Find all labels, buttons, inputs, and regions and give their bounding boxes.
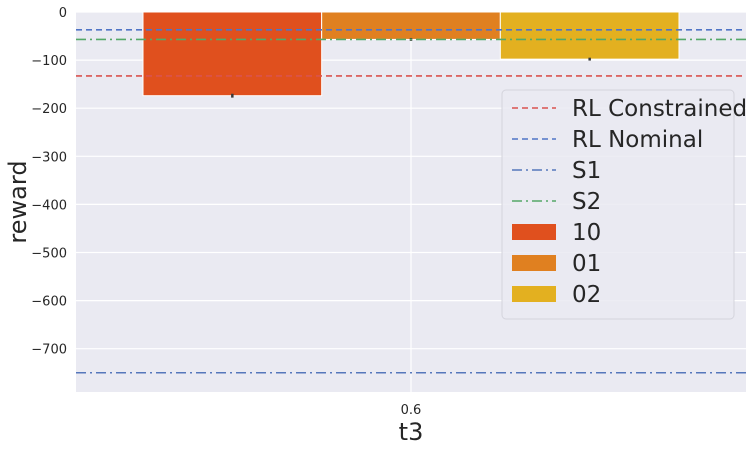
y-tick-label: −600 (31, 295, 67, 310)
legend-box (501, 89, 735, 320)
legend-label: RL Nominal (572, 127, 703, 153)
y-tick-label: −300 (31, 150, 67, 165)
y-axis-label: reward (4, 160, 32, 243)
legend-label: RL Constrained (572, 96, 747, 122)
legend-bar-swatch (512, 286, 556, 302)
y-tick-label: −100 (31, 54, 67, 69)
bar-01 (321, 11, 501, 40)
y-tick-label: −700 (31, 343, 67, 358)
x-tick-label: 0.6 (401, 403, 422, 418)
y-tick-label: −500 (31, 247, 67, 262)
legend-label: 10 (572, 220, 601, 246)
y-tick-labels: 0 −100 −200 −300 −400 −500 −600 −700 (31, 6, 67, 358)
legend-label: S1 (572, 158, 601, 184)
bars (142, 11, 680, 98)
y-tick-label: −400 (31, 198, 67, 213)
bar-02 (499, 11, 680, 60)
reference-lines (76, 28, 746, 374)
legend-label: 01 (572, 251, 601, 277)
y-tick-label: −200 (31, 102, 67, 117)
x-axis-label: t3 (399, 418, 424, 446)
legend-bar-swatch (512, 224, 556, 240)
legend-bar-swatch (512, 255, 556, 271)
y-tick-label: 0 (59, 6, 67, 21)
legend: RL Constrained RL Nominal S1 S2 10 01 02 (501, 89, 747, 320)
bar-10 (142, 11, 323, 97)
x-tick-labels: 0.6 (401, 403, 422, 418)
legend-label: 02 (572, 282, 601, 308)
legend-label: S2 (572, 189, 601, 215)
